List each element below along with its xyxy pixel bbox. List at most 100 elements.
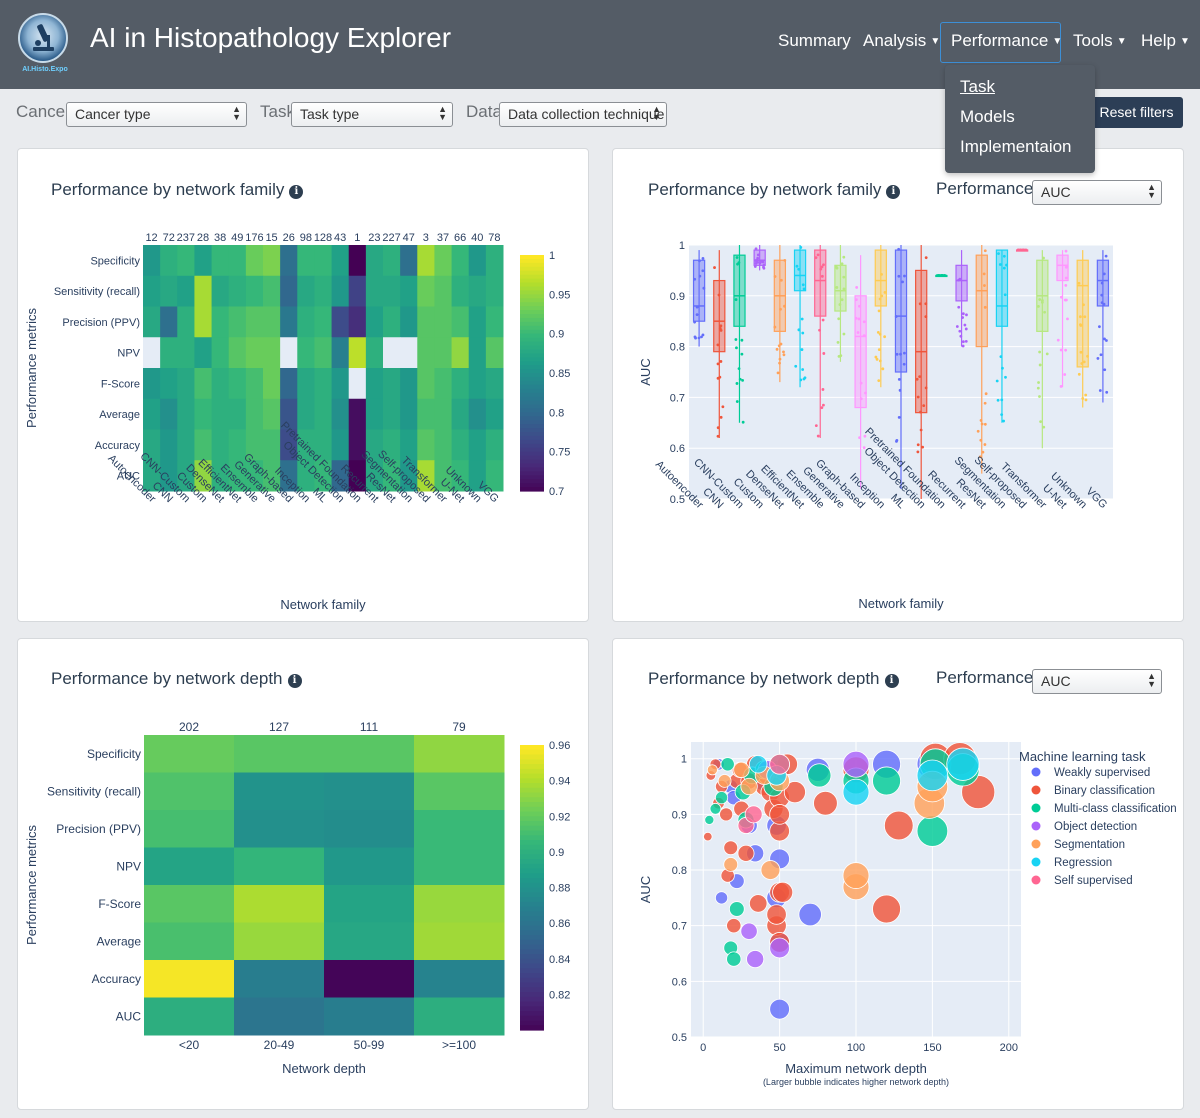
heatmap-cell <box>228 275 247 307</box>
heatmap-cell <box>160 398 178 430</box>
heatmap-cell <box>160 429 178 461</box>
box-point <box>717 293 721 297</box>
dropdown-item-models[interactable]: Models <box>960 107 1015 126</box>
performance-metric-select[interactable]: AUC ▲ ▼ <box>1032 180 1162 205</box>
colorbar-segment <box>520 1001 544 1007</box>
nav-analysis[interactable]: Analysis ▼ <box>863 31 940 51</box>
performance-metric-select[interactable]: AUC ▲ ▼ <box>1032 669 1162 694</box>
heatmap-cell <box>177 245 195 277</box>
card-title-text: Performance by network family <box>648 180 882 199</box>
y-tick-label: Average <box>99 409 140 421</box>
legend-item-label: Self supervised <box>1054 875 1133 887</box>
box-point <box>758 261 762 265</box>
box-point <box>1038 363 1042 367</box>
colorbar-segment <box>520 270 544 276</box>
colorbar-segment <box>520 306 544 311</box>
y-tick-label: 0.6 <box>672 976 687 988</box>
microscope-logo-icon[interactable] <box>18 13 68 63</box>
box-point <box>782 350 785 354</box>
box-point <box>856 331 860 334</box>
select-arrows-icon: ▲ ▼ <box>438 104 447 122</box>
y-tick-label: F-Score <box>98 897 141 911</box>
heatmap-cell <box>280 398 298 430</box>
performance-metric-select-value: AUC <box>1041 673 1071 689</box>
box-point <box>778 357 782 361</box>
heatmap-cell <box>365 306 384 338</box>
heatmap-cell <box>434 245 453 277</box>
box-point <box>755 258 759 262</box>
scatter-bubble <box>717 774 732 788</box>
count-label: 49 <box>231 232 243 244</box>
colorbar-segment <box>520 954 544 960</box>
nav-summary[interactable]: Summary <box>778 31 851 51</box>
count-label: 128 <box>314 232 332 244</box>
box-point <box>862 446 866 450</box>
nav-tools[interactable]: Tools ▼ <box>1073 31 1127 51</box>
count-label: 176 <box>245 232 263 244</box>
heatmap-cell <box>245 275 264 307</box>
colorbar-segment <box>520 314 544 319</box>
heatmap-cell <box>143 337 161 369</box>
scatter-bubble <box>916 815 949 847</box>
box-iqr <box>854 295 867 409</box>
box-point <box>783 258 787 262</box>
colorbar-segment <box>520 384 544 390</box>
box-iqr <box>1076 259 1089 368</box>
x-axis-title: Network family <box>858 596 944 611</box>
box-point <box>1098 325 1101 329</box>
heatmap-cell <box>211 306 230 338</box>
heatmap-cell <box>245 245 264 277</box>
app-title[interactable]: AI in Histopathology Explorer <box>90 22 452 53</box>
colorbar-segment <box>520 443 544 449</box>
heatmap-cell <box>400 245 418 277</box>
heatmap-cell <box>348 275 367 307</box>
colorbar-segment <box>520 863 544 870</box>
info-icon[interactable]: i <box>886 185 901 199</box>
heatmap-cell <box>383 275 401 307</box>
dropdown-item-implementation[interactable]: Implementaion <box>960 137 1072 156</box>
box-point <box>701 256 705 260</box>
dropdown-item-task[interactable]: Task <box>960 77 995 96</box>
box-point <box>1079 350 1083 354</box>
box-point <box>842 332 846 336</box>
box-point <box>800 317 804 321</box>
heatmap-cell <box>211 368 230 400</box>
nav-performance[interactable]: Performance ▼ <box>951 31 1062 51</box>
colorbar-segment <box>520 759 544 765</box>
box-point <box>1042 425 1046 429</box>
heatmap-cell <box>417 245 435 277</box>
box-point <box>1065 298 1068 302</box>
box-point <box>858 436 861 440</box>
colorbar-segment <box>520 396 544 402</box>
box-point <box>716 426 720 430</box>
box-point <box>1039 420 1043 424</box>
info-icon[interactable]: i <box>289 185 304 199</box>
family-box-card: Performance by network family i Performan… <box>612 148 1184 622</box>
heatmap-cell <box>211 245 230 277</box>
info-icon[interactable]: i <box>287 674 302 688</box>
legend-item-label: Weakly supervised <box>1054 767 1150 779</box>
nav-help[interactable]: Help ▼ <box>1141 31 1190 51</box>
colorbar-segment <box>520 321 544 327</box>
heatmap-cell <box>324 847 415 886</box>
data-collection-select[interactable]: Data collection technique ▲ ▼ <box>499 102 667 127</box>
heatmap-cell <box>414 922 505 961</box>
heatmap-cell <box>414 847 505 886</box>
y-tick-label: NPV <box>117 348 140 360</box>
colorbar-segment <box>520 302 544 307</box>
task-type-select[interactable]: Task type ▲ ▼ <box>291 102 453 127</box>
box-point <box>880 272 883 276</box>
box-point <box>980 422 984 426</box>
reset-filters-button[interactable]: Reset filters <box>1090 97 1183 128</box>
heatmap-cell <box>280 275 298 307</box>
colorbar-segment <box>520 428 544 433</box>
box-point <box>878 297 882 301</box>
cancer-type-select[interactable]: Cancer type ▲ ▼ <box>66 102 247 127</box>
heatmap-cell <box>144 735 235 773</box>
info-icon[interactable]: i <box>884 674 899 688</box>
heatmap-cell <box>314 368 333 400</box>
box-point <box>895 352 899 356</box>
heatmap-cell <box>468 460 487 492</box>
colorbar-segment <box>520 992 544 998</box>
box-iqr <box>834 264 847 312</box>
